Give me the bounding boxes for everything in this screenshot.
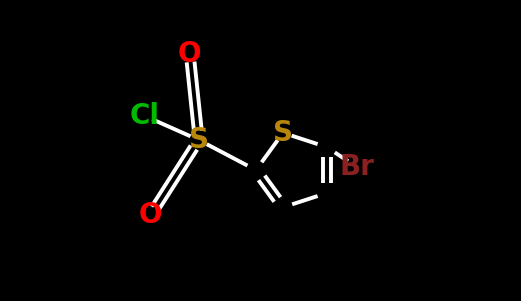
Text: O: O (178, 40, 202, 68)
Text: Br: Br (339, 153, 374, 181)
Text: S: S (273, 119, 293, 147)
Text: Cl: Cl (130, 102, 159, 130)
Text: S: S (189, 126, 209, 154)
Text: O: O (139, 201, 163, 229)
